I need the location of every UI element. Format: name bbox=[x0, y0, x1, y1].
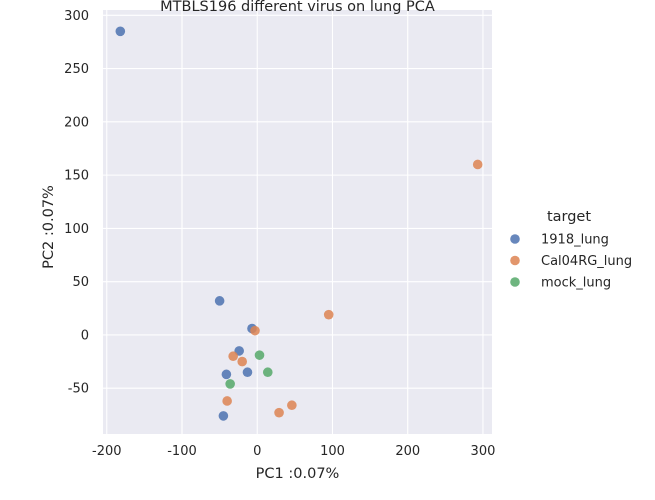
x-tick-label: 200 bbox=[395, 444, 420, 459]
chart-title: MTBLS196 different virus on lung PCA bbox=[160, 0, 435, 15]
data-point-cal04rg-lung bbox=[472, 159, 483, 170]
legend-marker bbox=[510, 234, 520, 244]
y-tick-label: 100 bbox=[64, 222, 89, 237]
x-tick-label: 100 bbox=[320, 444, 345, 459]
data-point-mock-lung bbox=[254, 350, 265, 360]
y-tick-label: -50 bbox=[68, 382, 89, 397]
x-tick-label: -100 bbox=[167, 444, 197, 459]
plot-background bbox=[103, 10, 492, 434]
data-point-1918-lung bbox=[115, 26, 126, 37]
data-point-1918-lung bbox=[221, 369, 232, 380]
data-point-cal04rg-lung bbox=[274, 407, 284, 418]
grid-lines bbox=[103, 10, 492, 434]
data-point-mock-lung bbox=[225, 379, 235, 389]
data-point-1918-lung bbox=[214, 296, 225, 306]
data-point-cal04rg-lung bbox=[237, 356, 247, 367]
y-tick-label: 50 bbox=[72, 275, 89, 290]
legend: target 1918_lung Cal04RG_lung mock_lung bbox=[510, 209, 632, 291]
legend-marker bbox=[510, 255, 520, 266]
y-tick-label: 250 bbox=[64, 62, 89, 77]
legend-label: mock_lung bbox=[541, 276, 611, 291]
data-points bbox=[115, 26, 483, 421]
y-tick-label: 0 bbox=[81, 328, 89, 343]
y-axis-label: PC2 :0.07% bbox=[41, 185, 57, 269]
data-point-1918-lung bbox=[242, 367, 253, 378]
legend-title: target bbox=[547, 209, 591, 225]
y-tick-labels: -50 0 50 100 150 200 250 300 bbox=[64, 9, 89, 397]
data-point-cal04rg-lung bbox=[228, 351, 238, 362]
x-axis-label: PC1 :0.07% bbox=[256, 466, 340, 482]
data-point-cal04rg-lung bbox=[222, 396, 232, 406]
legend-label: 1918_lung bbox=[541, 233, 609, 248]
y-tick-label: 200 bbox=[64, 115, 89, 130]
data-point-cal04rg-lung bbox=[323, 309, 334, 320]
x-tick-label: 300 bbox=[471, 444, 496, 459]
data-point-cal04rg-lung bbox=[250, 325, 260, 336]
data-point-mock-lung bbox=[262, 367, 273, 378]
data-point-cal04rg-lung bbox=[287, 400, 297, 411]
y-tick-label: 150 bbox=[64, 169, 89, 184]
y-tick-label: 300 bbox=[64, 9, 89, 24]
data-point-1918-lung bbox=[218, 411, 229, 421]
x-tick-label: -200 bbox=[92, 444, 122, 459]
legend-marker bbox=[510, 277, 520, 287]
x-tick-labels: -200 -100 0 100 200 300 bbox=[92, 444, 495, 459]
x-tick-label: 0 bbox=[253, 444, 261, 459]
legend-label: Cal04RG_lung bbox=[541, 254, 632, 269]
